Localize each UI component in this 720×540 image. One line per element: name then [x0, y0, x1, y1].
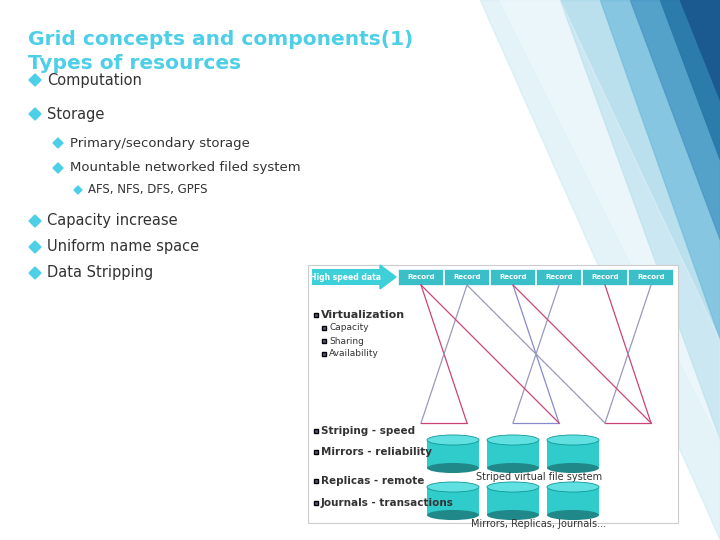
Text: Striped virtual file system: Striped virtual file system — [476, 472, 602, 482]
Text: Grid concepts and components(1): Grid concepts and components(1) — [28, 30, 413, 49]
FancyBboxPatch shape — [427, 487, 479, 515]
Ellipse shape — [427, 482, 479, 492]
FancyBboxPatch shape — [628, 269, 673, 285]
Ellipse shape — [487, 463, 539, 473]
Polygon shape — [29, 267, 41, 279]
Text: Primary/secondary storage: Primary/secondary storage — [70, 137, 250, 150]
Text: AFS, NFS, DFS, GPFS: AFS, NFS, DFS, GPFS — [88, 184, 207, 197]
Polygon shape — [53, 163, 63, 173]
Ellipse shape — [547, 482, 599, 492]
Text: Record: Record — [637, 274, 665, 280]
FancyBboxPatch shape — [314, 479, 318, 483]
FancyBboxPatch shape — [490, 269, 535, 285]
Text: Uniform name space: Uniform name space — [47, 240, 199, 254]
Text: Computation: Computation — [47, 72, 142, 87]
FancyBboxPatch shape — [398, 269, 443, 285]
Polygon shape — [74, 186, 82, 194]
Ellipse shape — [427, 463, 479, 473]
Ellipse shape — [427, 510, 479, 520]
FancyBboxPatch shape — [322, 326, 326, 330]
Polygon shape — [630, 0, 720, 240]
Ellipse shape — [427, 435, 479, 445]
FancyBboxPatch shape — [314, 429, 318, 433]
Polygon shape — [380, 265, 396, 289]
FancyBboxPatch shape — [547, 487, 599, 515]
FancyBboxPatch shape — [308, 265, 678, 523]
Text: Record: Record — [545, 274, 573, 280]
Text: Capacity increase: Capacity increase — [47, 213, 178, 228]
Text: Journals - transactions: Journals - transactions — [321, 498, 454, 508]
FancyBboxPatch shape — [314, 313, 318, 317]
FancyBboxPatch shape — [547, 440, 599, 468]
Text: Striping - speed: Striping - speed — [321, 426, 415, 436]
FancyBboxPatch shape — [582, 269, 627, 285]
Polygon shape — [660, 0, 720, 160]
FancyBboxPatch shape — [314, 501, 318, 505]
Text: Mountable networked filed system: Mountable networked filed system — [70, 161, 301, 174]
Polygon shape — [29, 108, 41, 120]
FancyBboxPatch shape — [444, 269, 489, 285]
FancyBboxPatch shape — [322, 352, 326, 356]
Text: Mirrors, Replicas, Journals...: Mirrors, Replicas, Journals... — [472, 519, 606, 529]
Text: Record: Record — [453, 274, 481, 280]
FancyBboxPatch shape — [322, 339, 326, 343]
FancyBboxPatch shape — [487, 440, 539, 468]
Text: Capacity: Capacity — [329, 323, 369, 333]
Polygon shape — [29, 241, 41, 253]
Ellipse shape — [547, 463, 599, 473]
FancyBboxPatch shape — [427, 440, 479, 468]
Polygon shape — [680, 0, 720, 100]
Text: Record: Record — [408, 274, 435, 280]
Text: Record: Record — [499, 274, 527, 280]
FancyBboxPatch shape — [314, 450, 318, 454]
Text: Replicas - remote: Replicas - remote — [321, 476, 424, 486]
Ellipse shape — [487, 510, 539, 520]
Text: Mirrors - reliability: Mirrors - reliability — [321, 447, 432, 457]
Ellipse shape — [547, 435, 599, 445]
Text: Virtualization: Virtualization — [321, 310, 405, 320]
FancyBboxPatch shape — [536, 269, 581, 285]
Ellipse shape — [547, 510, 599, 520]
Polygon shape — [29, 74, 41, 86]
Polygon shape — [29, 215, 41, 227]
Polygon shape — [600, 0, 720, 340]
Text: Storage: Storage — [47, 106, 104, 122]
FancyBboxPatch shape — [487, 487, 539, 515]
Polygon shape — [480, 0, 720, 540]
Text: Types of resources: Types of resources — [28, 54, 241, 73]
Text: Data Stripping: Data Stripping — [47, 266, 153, 280]
Text: Sharing: Sharing — [329, 336, 364, 346]
Text: High speed data: High speed data — [310, 273, 382, 281]
Ellipse shape — [487, 435, 539, 445]
Text: Availability: Availability — [329, 349, 379, 359]
Polygon shape — [500, 0, 720, 440]
Text: Record: Record — [591, 274, 618, 280]
Polygon shape — [560, 0, 720, 440]
Polygon shape — [53, 138, 63, 148]
FancyBboxPatch shape — [312, 269, 380, 285]
Ellipse shape — [487, 482, 539, 492]
